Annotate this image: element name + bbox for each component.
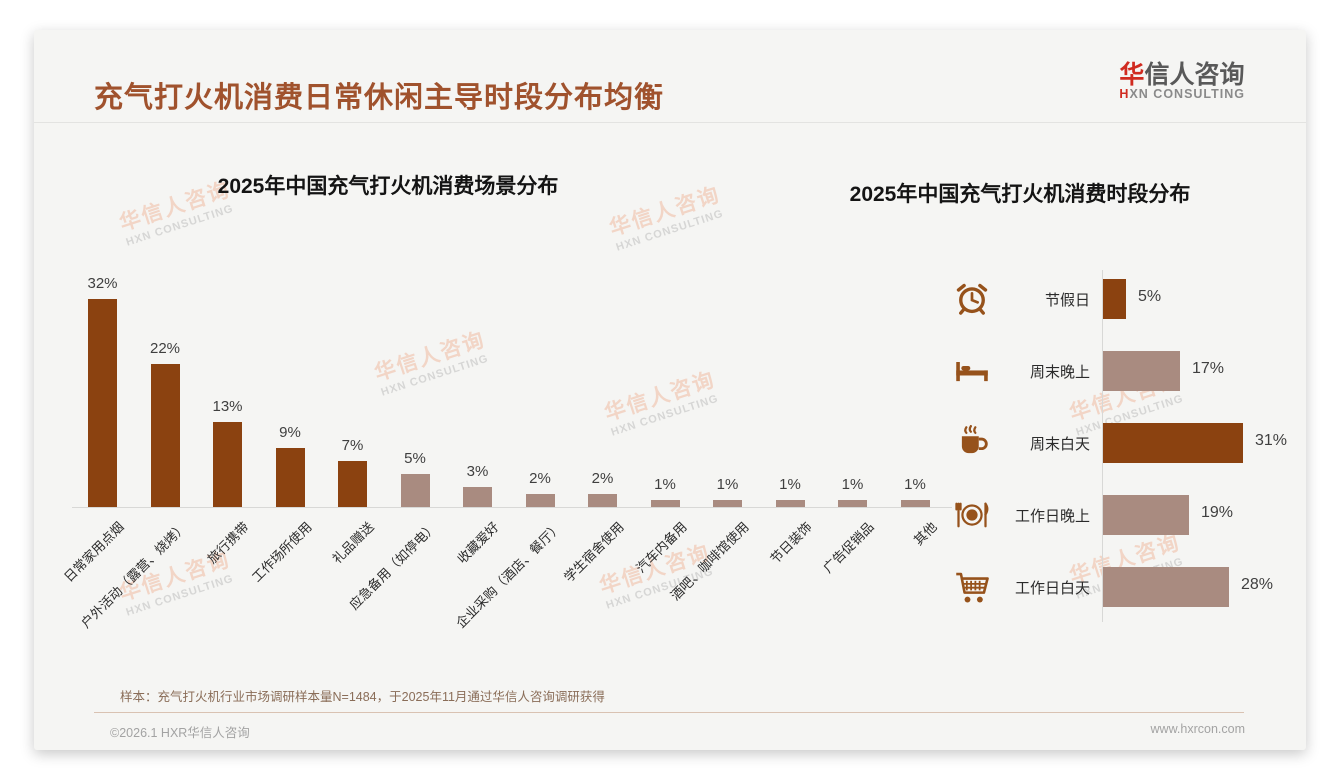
footer-copyright: ©2026.1 HXR华信人咨询 [110,726,250,740]
period-bar-value: 31% [1255,432,1288,449]
page-title: 充气打火机消费日常休闲主导时段分布均衡 [94,82,665,114]
watermark-en: HXN CONSULTING [124,202,236,249]
scene-x-axis [72,507,952,508]
dining-icon [954,497,990,533]
coffee-icon [954,425,990,461]
period-bar-value: 17% [1192,360,1225,377]
scene-bar-category: 企业采购（酒店、餐厅） [452,519,565,631]
period-category-label: 工作日晚上 [1014,508,1090,525]
scene-bar-category: 广告促销品 [820,519,878,576]
period-category-label: 周末晚上 [1029,364,1090,381]
period-category-label: 节假日 [1044,292,1090,309]
period-bar [1103,351,1180,391]
scene-bar-category: 旅行携带 [204,519,253,567]
scene-bar-value: 7% [341,437,364,454]
period-category-label: 周末白天 [1029,436,1090,453]
scene-bar-value: 22% [149,340,181,357]
scene-bar-value: 1% [841,476,864,493]
scene-bar [338,461,367,507]
scene-bar [525,494,555,507]
scene-bar-category: 工作场所使用 [248,519,315,585]
scene-chart-title: 2025年中国充气打火机消费场景分布 [217,175,559,198]
scene-bar [650,500,680,507]
scene-bar-value: 1% [779,476,801,493]
scene-bar-value: 32% [87,275,118,292]
scene-bar-value: 2% [591,470,614,487]
scene-bar [713,500,742,507]
period-bar-value: 5% [1138,288,1162,305]
watermark-en: HXN CONSULTING [614,207,726,254]
period-y-axis [1102,270,1103,622]
scene-bar-category: 汽车内备用 [633,519,690,576]
scene-bar [275,448,305,507]
scene-bar-value: 2% [529,470,551,487]
header-divider [34,122,1306,123]
scene-bar-category: 户外活动（露营、烧烤） [77,519,190,631]
scene-bar [150,364,180,507]
alarm-clock-icon [954,281,990,317]
scene-bar-value: 9% [279,424,301,441]
scene-bar [838,500,867,507]
slide-card: 华信人咨询 HXN CONSULTING 华信人咨询 HXN CONSULTING 华信… [34,30,1306,750]
scene-bar-category: 礼品赠送 [329,519,378,567]
scene-bar-category: 学生宿舍使用 [561,519,628,585]
scene-bar [463,487,492,507]
scene-bar [213,422,242,507]
scene-chart: 32% 日常家用点烟 22% 户外活动（露营、烧烤） 13% 旅行携带 9% 工作场所使用 7%… [54,270,994,700]
scene-bar-category: 收藏爱好 [454,519,503,567]
scene-bar [775,500,805,507]
period-bar [1103,495,1189,535]
scene-bar-value: 1% [904,476,926,493]
period-bar [1103,279,1126,319]
period-bar-value: 19% [1201,504,1234,521]
period-chart: 节假日 5% 周末晚上 17% 周末白天 31% 工作日晚上 19% 工作日白天 28% [954,270,1306,640]
scene-bar-value: 3% [466,463,489,480]
scene-bar-value: 5% [404,450,426,467]
footer-website: www.hxrcon.com [1150,722,1245,736]
bed-icon [954,353,990,389]
scene-bar-value: 1% [716,476,739,493]
footer-divider [94,712,1244,713]
scene-bar-value: 1% [654,476,676,493]
scene-bar-value: 13% [212,398,243,415]
shopping-cart-icon [954,569,990,605]
scene-bar [588,494,617,507]
sample-note: 样本：充气打火机行业市场调研样本量N=1484，于2025年11月通过华信人咨询… [120,690,605,704]
scene-bar [900,500,930,507]
scene-bar [88,299,117,507]
period-bar [1103,423,1243,463]
period-category-label: 工作日白天 [1014,580,1090,597]
period-chart-title: 2025年中国充气打火机消费时段分布 [849,183,1191,206]
scene-bar-category: 其他 [910,519,940,549]
period-bar [1103,567,1229,607]
scene-bar [400,474,430,507]
period-bar-value: 28% [1241,576,1274,593]
company-logo: 华信人咨询 HXN CONSULTING [1119,62,1245,101]
scene-bar-category: 节日装饰 [767,519,815,567]
logo-cn-text: 华信人咨询 [1119,61,1245,89]
logo-en-text: HXN CONSULTING [1119,87,1245,102]
